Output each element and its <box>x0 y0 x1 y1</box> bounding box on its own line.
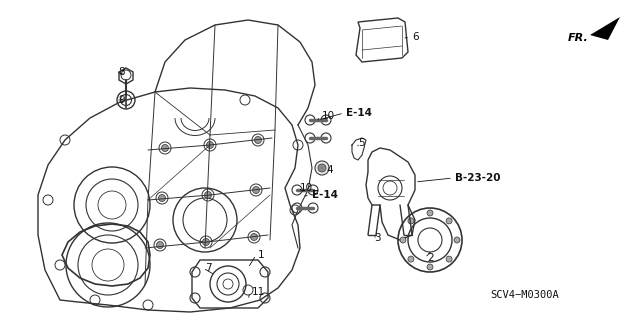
Circle shape <box>202 238 209 245</box>
Text: 8: 8 <box>118 67 125 77</box>
Circle shape <box>255 137 262 143</box>
Circle shape <box>207 141 214 148</box>
Circle shape <box>400 237 406 243</box>
Text: 11: 11 <box>252 287 265 297</box>
Circle shape <box>205 191 211 198</box>
Text: 7: 7 <box>205 263 212 273</box>
Text: 4: 4 <box>326 165 333 175</box>
Text: 10: 10 <box>300 183 313 193</box>
Text: 6: 6 <box>412 32 419 42</box>
Text: 5: 5 <box>358 138 365 148</box>
Circle shape <box>446 256 452 262</box>
Text: SCV4−M0300A: SCV4−M0300A <box>490 290 559 300</box>
Polygon shape <box>590 17 620 40</box>
Text: B-23-20: B-23-20 <box>455 173 500 183</box>
Circle shape <box>253 187 259 194</box>
Text: E-14: E-14 <box>346 108 372 118</box>
Circle shape <box>408 256 414 262</box>
Circle shape <box>427 264 433 270</box>
Circle shape <box>454 237 460 243</box>
Circle shape <box>427 210 433 216</box>
Circle shape <box>159 195 166 202</box>
Text: 3: 3 <box>374 233 381 243</box>
Text: 9: 9 <box>118 95 125 105</box>
Text: 10: 10 <box>322 111 335 121</box>
Text: E-14: E-14 <box>312 190 338 200</box>
Circle shape <box>446 218 452 224</box>
Text: 2: 2 <box>427 253 434 263</box>
Circle shape <box>250 234 257 241</box>
Circle shape <box>408 218 414 224</box>
Circle shape <box>161 145 168 151</box>
Text: 1: 1 <box>258 250 264 260</box>
Circle shape <box>157 242 163 249</box>
Text: FR.: FR. <box>568 33 589 43</box>
Circle shape <box>318 164 326 172</box>
